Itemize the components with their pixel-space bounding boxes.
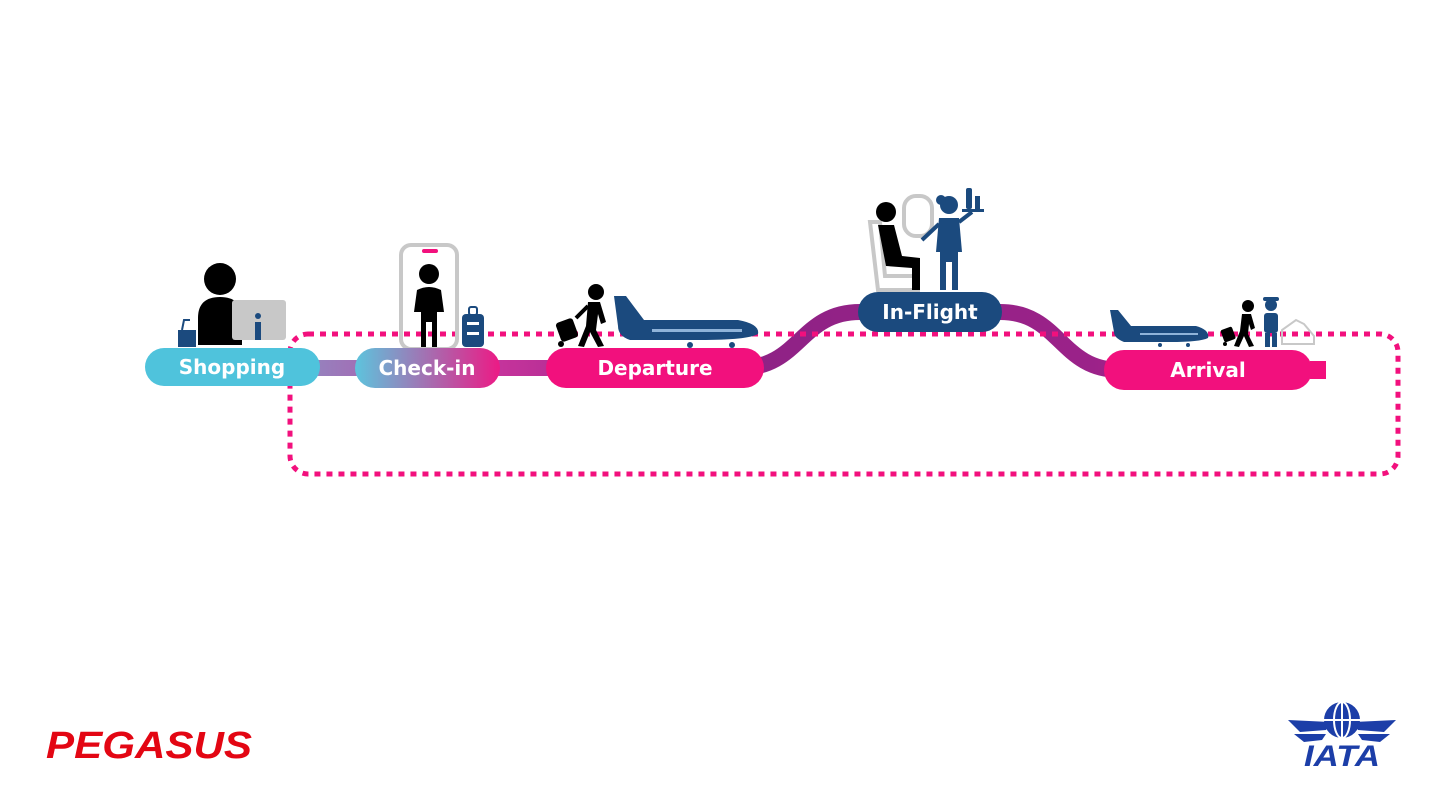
- stage-shopping-label: Shopping: [179, 355, 285, 379]
- seated-passenger-icon: [867, 202, 920, 292]
- airplane-icon: [1110, 310, 1209, 347]
- stage-checkin: Check-in: [355, 348, 500, 388]
- iata-logo-text: IATA: [1304, 740, 1380, 773]
- airplane-icon: [614, 296, 759, 348]
- iata-logo: IATA: [1288, 701, 1396, 773]
- pegasus-logo-text: PEGASUS: [46, 725, 252, 767]
- stage-arrival: Arrival: [1104, 350, 1312, 390]
- dotted-loop: [287, 331, 1401, 477]
- shopping-bag-icon: [178, 319, 196, 347]
- person-icon: [414, 264, 444, 347]
- window-icon: [902, 194, 934, 238]
- traveler-with-luggage-icon: [1220, 300, 1255, 347]
- stage-departure: Departure: [546, 348, 764, 388]
- arrival-icons: [1110, 297, 1315, 347]
- traveler-with-luggage-icon: [555, 284, 606, 347]
- car-icon: [1281, 318, 1315, 345]
- stage-inflight: In-Flight: [858, 292, 1002, 332]
- flight-attendant-icon: [920, 188, 984, 290]
- greeter-icon: [1263, 297, 1279, 347]
- wings-icon: [1288, 720, 1396, 742]
- stage-inflight-label: In-Flight: [882, 300, 978, 324]
- inflight-icons: [867, 188, 984, 292]
- track-end-cap: [1310, 361, 1326, 379]
- stage-departure-label: Departure: [597, 356, 712, 380]
- pegasus-logo: PEGASUS: [46, 725, 252, 767]
- shopping-icons: [178, 263, 286, 347]
- stage-checkin-label: Check-in: [378, 356, 475, 380]
- person-at-computer-icon: [198, 263, 286, 345]
- stage-shopping: Shopping: [145, 348, 320, 386]
- globe-icon: [1324, 701, 1360, 739]
- departure-icons: [555, 284, 759, 348]
- luggage-icon: [462, 306, 484, 347]
- stage-arrival-label: Arrival: [1170, 358, 1245, 382]
